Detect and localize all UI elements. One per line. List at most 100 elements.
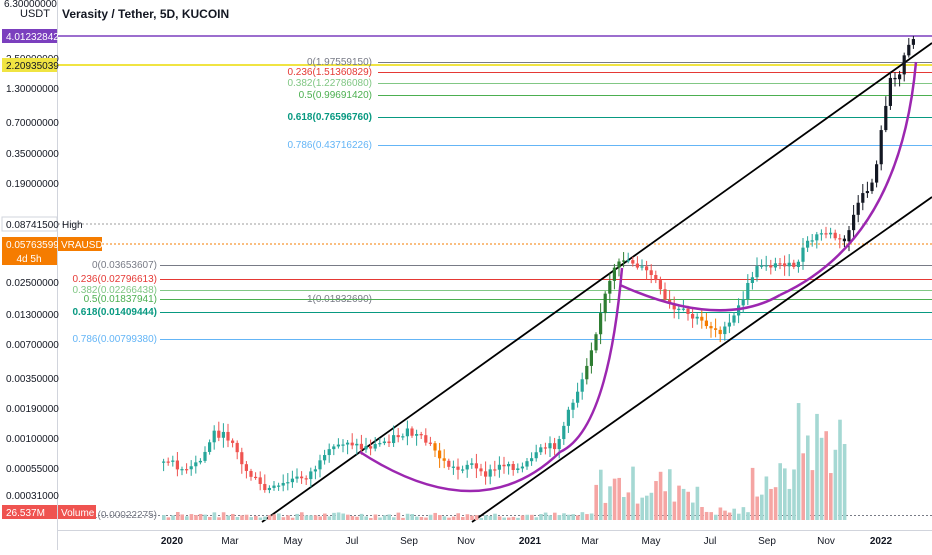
volume-bar [442, 516, 447, 520]
volume-bar [470, 515, 474, 520]
candle-body [511, 463, 515, 470]
volume-bar [493, 513, 497, 520]
x-tick: Sep [758, 536, 776, 547]
candle-body [704, 320, 708, 327]
volume-bar [796, 403, 801, 520]
candle-body [626, 260, 630, 262]
candle-body [608, 280, 612, 294]
volume-bar [525, 514, 529, 520]
volume-bar [290, 517, 295, 520]
volume-bar [226, 515, 230, 520]
x-tick: Nov [817, 536, 835, 547]
candle-body [612, 267, 616, 281]
volume-bar [497, 516, 502, 520]
candle-body [884, 105, 888, 131]
candle-body [778, 263, 782, 265]
candle-body [681, 308, 685, 310]
x-tick: Nov [457, 536, 475, 547]
candle-body [819, 233, 823, 235]
candle-body [530, 458, 534, 462]
volume-label-bg [58, 505, 96, 519]
candle-body [318, 460, 322, 470]
candle-body [378, 443, 382, 445]
volume-bar [323, 513, 327, 520]
candle-body [829, 232, 833, 235]
candle-body [415, 434, 419, 436]
candle-body [824, 233, 828, 235]
candle-body [755, 266, 759, 278]
candle-body [263, 483, 267, 491]
countdown-badge [2, 251, 57, 265]
volume-bar [212, 512, 217, 520]
volume-bar [387, 514, 391, 520]
candle-body [769, 265, 773, 268]
volume-bar [589, 513, 594, 520]
candle-body [792, 262, 796, 267]
volume-bar [603, 502, 608, 520]
candle-body [732, 315, 736, 323]
candle-body [603, 293, 607, 314]
volume-bar [824, 431, 828, 520]
volume-bars [162, 403, 847, 520]
candle-body [175, 460, 179, 470]
volume-bar [465, 514, 470, 520]
price-badge: 2.20935039 [2, 58, 59, 72]
candle-body [539, 447, 543, 453]
candle-body [286, 482, 290, 484]
candle-body [359, 443, 363, 450]
candle-body [589, 350, 593, 366]
candle-body [212, 430, 216, 443]
candle-body [631, 260, 635, 264]
candle-body [658, 280, 662, 290]
volume-bar [842, 444, 847, 520]
fib-lower-label: 1(0.00022275) [92, 510, 157, 521]
candle-body [424, 435, 428, 443]
candle-body [548, 443, 552, 449]
volume-bar [686, 491, 690, 520]
volume-bar [714, 514, 718, 520]
volume-bar [350, 516, 355, 520]
price-badge: 0.05763599 [2, 237, 59, 251]
volume-bar [608, 486, 612, 520]
volume-bar [801, 453, 805, 520]
unit-label: USDT [20, 8, 50, 20]
fib-upper-label: 0.5(0.99691420) [299, 90, 372, 101]
fib-upper-label: 0(1.97559150) [307, 57, 372, 68]
volume-bar [691, 502, 695, 520]
volume-bar [281, 517, 286, 520]
chart-title: Verasity / Tether, 5D, KUCOIN [62, 7, 230, 21]
candle-body [787, 262, 791, 267]
candle-body [300, 476, 304, 479]
volume-bar [410, 514, 414, 520]
y-tick: 0.02500000 [6, 278, 59, 289]
volume-bar [189, 514, 194, 520]
candle-body [484, 471, 488, 477]
y-tick: 1.30000000 [6, 84, 59, 95]
volume-bar [700, 506, 704, 520]
fib-upper-label: 0.786(0.43716226) [287, 140, 372, 151]
candle-body [392, 435, 396, 444]
volume-bar [677, 485, 681, 520]
candle-body [727, 322, 731, 327]
volume-bar [543, 512, 548, 520]
volume-bar [741, 507, 746, 520]
volume-bar [355, 516, 359, 520]
high-label: High [62, 220, 83, 231]
volume-bar [424, 517, 428, 520]
fib-upper-label: 0.618(0.76596760) [287, 112, 372, 123]
volume-bar [654, 481, 658, 520]
volume-bar [277, 513, 281, 520]
candle-body [709, 326, 713, 329]
volume-bar [502, 517, 506, 520]
volume-bar [438, 515, 442, 520]
candle-body [235, 442, 239, 453]
volume-bar [180, 514, 184, 520]
countdown-text: 4d 5h [16, 254, 41, 265]
candle-body [645, 266, 649, 271]
candle-body [810, 240, 814, 242]
x-tick: May [284, 536, 303, 547]
candle-body [852, 214, 856, 231]
candle-body [502, 464, 506, 467]
